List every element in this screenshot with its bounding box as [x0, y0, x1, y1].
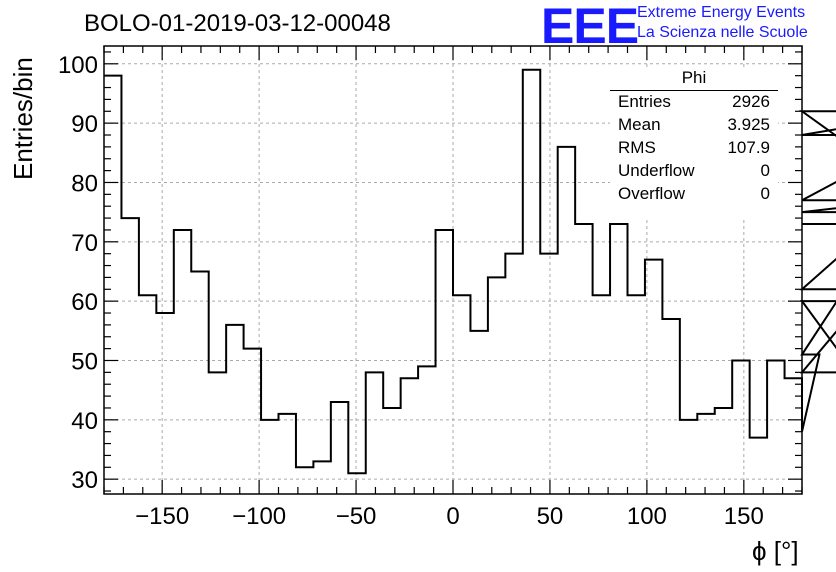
- x-tick-label: −50: [336, 503, 377, 530]
- y-tick-label: 40: [71, 408, 98, 435]
- y-tick-label: 80: [71, 170, 98, 197]
- y-tick-label: 70: [71, 230, 98, 257]
- histogram-series: [104, 68, 836, 475]
- x-tick-label: −100: [232, 503, 286, 530]
- y-tick-label: 30: [71, 467, 98, 494]
- y-axis-label: Entries/bin: [8, 57, 38, 180]
- stat-label: RMS: [618, 138, 656, 157]
- y-tick-label: 50: [71, 348, 98, 375]
- stat-value: 0: [760, 184, 770, 203]
- stat-value: 0: [760, 161, 770, 180]
- stat-row-entries: Entries 2926: [618, 92, 770, 114]
- stat-value: 3.925: [727, 115, 770, 134]
- x-tick-label: 100: [627, 503, 667, 530]
- stats-box: Phi Entries 2926 Mean 3.925 RMS 107.9 Un…: [610, 68, 778, 218]
- x-axis-label: ϕ [°]: [752, 536, 799, 566]
- stats-box-divider: [610, 90, 778, 91]
- eee-logo-line1: Extreme Energy Events: [637, 4, 806, 21]
- stats-box-title: Phi: [681, 68, 707, 87]
- stat-value: 107.9: [727, 138, 770, 157]
- y-tick-label: 60: [71, 289, 98, 316]
- stat-row-underflow: Underflow 0: [618, 161, 770, 183]
- x-tick-label: −150: [135, 503, 189, 530]
- eee-logo: EEE: [541, 0, 639, 54]
- axis-tick-labels: −150 −100 −50 0 50 100 150 30 40 50 60 70 80 90 100: [58, 52, 764, 530]
- eee-logo-line2: La Scienza nelle Scuole: [637, 24, 808, 41]
- axis-ticks: [103, 46, 803, 494]
- x-tick-label: 0: [446, 503, 459, 530]
- x-tick-label: 150: [724, 503, 764, 530]
- stat-row-overflow: Overflow 0: [618, 184, 770, 206]
- stat-label: Entries: [618, 92, 671, 111]
- stat-label: Mean: [618, 115, 661, 134]
- y-tick-label: 100: [58, 52, 98, 79]
- stat-row-rms: RMS 107.9: [618, 138, 770, 160]
- y-tick-label: 90: [71, 111, 98, 138]
- stat-row-mean: Mean 3.925: [618, 115, 770, 137]
- x-tick-label: 50: [537, 503, 564, 530]
- stat-label: Underflow: [618, 161, 695, 180]
- stat-label: Overflow: [618, 184, 686, 203]
- stat-value: 2926: [732, 92, 770, 111]
- chart-title: BOLO-01-2019-03-12-00048: [84, 10, 391, 37]
